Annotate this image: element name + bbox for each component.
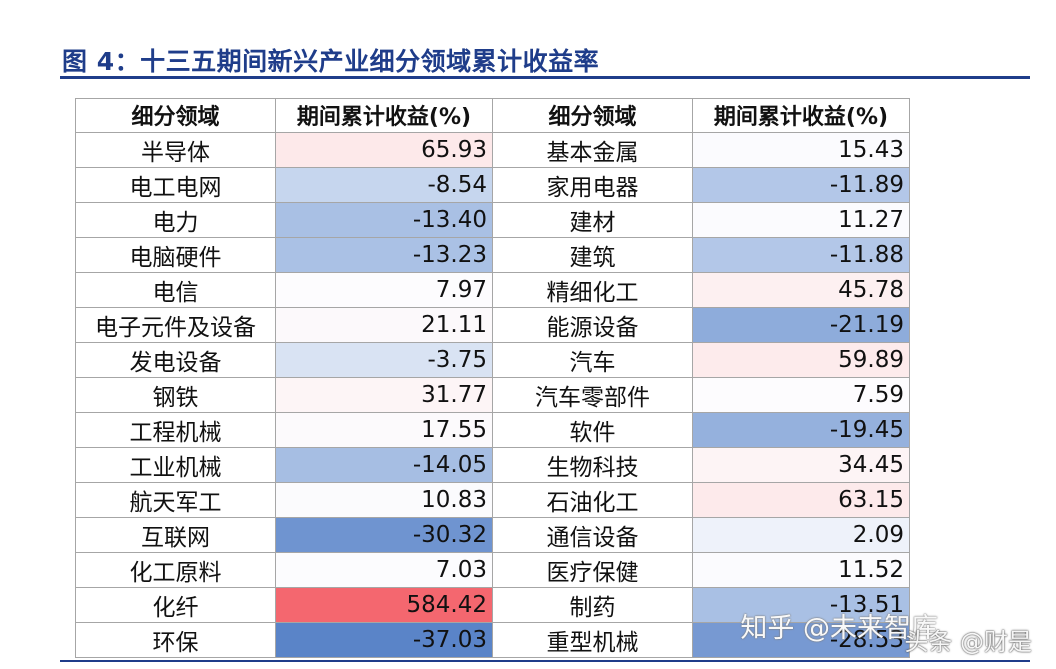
sector-name-left: 航天军工 <box>75 481 276 518</box>
return-value-left: -3.75 <box>275 341 493 378</box>
return-value-right: 45.78 <box>692 271 910 308</box>
header-sector-right: 细分领域 <box>492 98 693 133</box>
table-row: 半导体 65.93 基本金属 15.43 <box>75 131 910 168</box>
table-row: 互联网 -30.32 通信设备 2.09 <box>75 516 910 553</box>
sector-name-right: 医疗保健 <box>492 551 693 588</box>
return-value-right: -11.88 <box>692 236 910 273</box>
sector-name-right: 建筑 <box>492 236 693 273</box>
return-value-right: 11.52 <box>692 551 910 588</box>
return-value-right: 34.45 <box>692 446 910 483</box>
sector-name-right: 家用电器 <box>492 166 693 203</box>
return-value-right: 11.27 <box>692 201 910 238</box>
return-value-right: 15.43 <box>692 131 910 168</box>
return-value-right: 7.59 <box>692 376 910 413</box>
sector-name-left: 半导体 <box>75 131 276 168</box>
table-row: 电信 7.97 精细化工 45.78 <box>75 271 910 308</box>
sector-name-right: 生物科技 <box>492 446 693 483</box>
bottom-rule <box>60 660 1030 662</box>
zhihu-watermark: 知乎 @未来智库 <box>740 613 938 644</box>
toutiao-watermark: 头条 @财是 <box>904 628 1032 656</box>
title-underline <box>60 76 1030 79</box>
table-row: 电脑硬件 -13.23 建筑 -11.88 <box>75 236 910 273</box>
return-value-left: -37.03 <box>275 621 493 658</box>
return-value-left: -30.32 <box>275 516 493 553</box>
return-value-left: 65.93 <box>275 131 493 168</box>
table-row: 化工原料 7.03 医疗保健 11.52 <box>75 551 910 588</box>
sector-name-left: 电子元件及设备 <box>75 306 276 343</box>
return-value-left: 7.03 <box>275 551 493 588</box>
sector-name-right: 石油化工 <box>492 481 693 518</box>
table-header-row: 细分领域 期间累计收益(%) 细分领域 期间累计收益(%) <box>75 98 910 133</box>
return-value-right: -11.89 <box>692 166 910 203</box>
sector-name-right: 汽车 <box>492 341 693 378</box>
figure-title: 图 4：十三五期间新兴产业细分领域累计收益率 <box>62 47 600 76</box>
sector-name-right: 建材 <box>492 201 693 238</box>
return-value-right: -19.45 <box>692 411 910 448</box>
header-return-left: 期间累计收益(%) <box>275 98 493 133</box>
table-row: 工业机械 -14.05 生物科技 34.45 <box>75 446 910 483</box>
return-value-left: 17.55 <box>275 411 493 448</box>
return-value-left: 21.11 <box>275 306 493 343</box>
table-row: 电工电网 -8.54 家用电器 -11.89 <box>75 166 910 203</box>
table-row: 钢铁 31.77 汽车零部件 7.59 <box>75 376 910 413</box>
table-row: 电子元件及设备 21.11 能源设备 -21.19 <box>75 306 910 343</box>
sector-name-left: 电力 <box>75 201 276 238</box>
sector-name-left: 钢铁 <box>75 376 276 413</box>
return-value-left: -8.54 <box>275 166 493 203</box>
sector-name-left: 发电设备 <box>75 341 276 378</box>
sector-name-left: 电工电网 <box>75 166 276 203</box>
table-row: 航天军工 10.83 石油化工 63.15 <box>75 481 910 518</box>
table-row: 发电设备 -3.75 汽车 59.89 <box>75 341 910 378</box>
sector-name-right: 精细化工 <box>492 271 693 308</box>
return-value-left: 584.42 <box>275 586 493 623</box>
header-return-right: 期间累计收益(%) <box>692 98 910 133</box>
sector-name-right: 基本金属 <box>492 131 693 168</box>
table-row: 环保 -37.03 重型机械 -28.53 <box>75 621 910 658</box>
return-value-left: 10.83 <box>275 481 493 518</box>
return-value-left: -13.40 <box>275 201 493 238</box>
returns-table: 细分领域 期间累计收益(%) 细分领域 期间累计收益(%) 半导体 65.93 基本… <box>75 98 910 658</box>
sector-name-left: 电信 <box>75 271 276 308</box>
return-value-left: -13.23 <box>275 236 493 273</box>
sector-name-right: 通信设备 <box>492 516 693 553</box>
sector-name-left: 化纤 <box>75 586 276 623</box>
sector-name-left: 工业机械 <box>75 446 276 483</box>
sector-name-left: 化工原料 <box>75 551 276 588</box>
sector-name-right: 能源设备 <box>492 306 693 343</box>
return-value-right: 59.89 <box>692 341 910 378</box>
table-body: 半导体 65.93 基本金属 15.43 电工电网 -8.54 家用电器 -11.89 电力 -1… <box>75 131 910 658</box>
return-value-left: -14.05 <box>275 446 493 483</box>
table-row: 工程机械 17.55 软件 -19.45 <box>75 411 910 448</box>
return-value-right: -28.53 <box>692 621 910 658</box>
sector-name-right: 制药 <box>492 586 693 623</box>
return-value-left: 7.97 <box>275 271 493 308</box>
header-sector-left: 细分领域 <box>75 98 276 133</box>
sector-name-left: 环保 <box>75 621 276 658</box>
sector-name-right: 汽车零部件 <box>492 376 693 413</box>
return-value-right: 63.15 <box>692 481 910 518</box>
sector-name-left: 互联网 <box>75 516 276 553</box>
sector-name-right: 软件 <box>492 411 693 448</box>
table-row: 电力 -13.40 建材 11.27 <box>75 201 910 238</box>
return-value-right: 2.09 <box>692 516 910 553</box>
return-value-right: -21.19 <box>692 306 910 343</box>
return-value-left: 31.77 <box>275 376 493 413</box>
sector-name-left: 工程机械 <box>75 411 276 448</box>
sector-name-left: 电脑硬件 <box>75 236 276 273</box>
sector-name-right: 重型机械 <box>492 621 693 658</box>
